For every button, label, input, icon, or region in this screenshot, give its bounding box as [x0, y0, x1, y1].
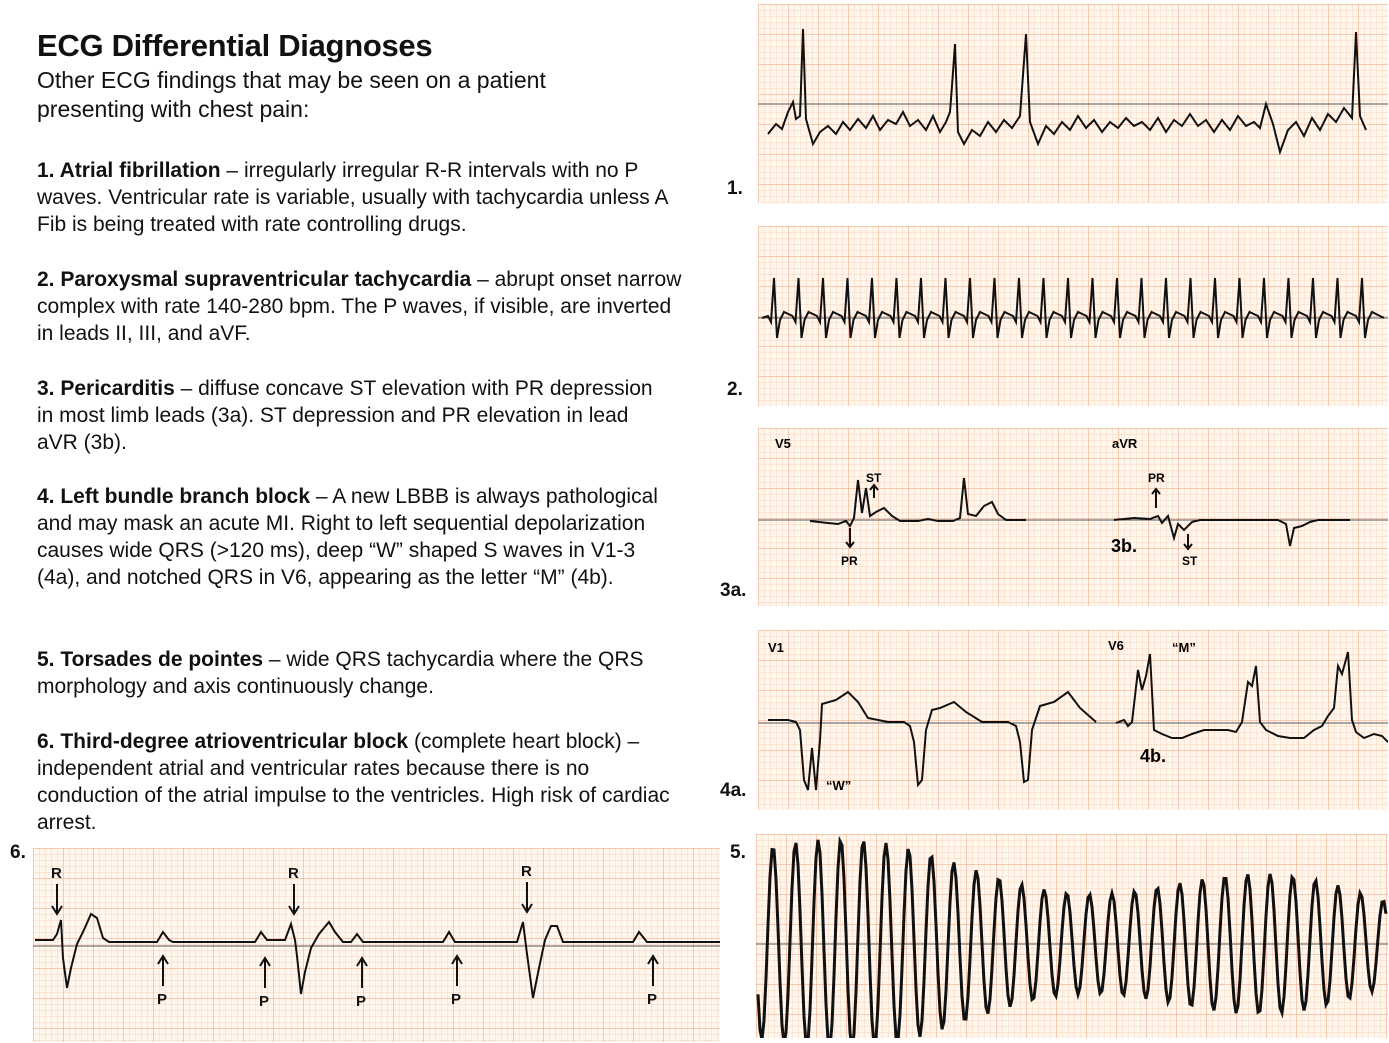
finding-3-desc: diffuse concave ST elevation with PR dep…	[37, 377, 653, 454]
strip-2-number: 2.	[727, 379, 743, 400]
finding-4-label: 4. Left bundle branch block	[37, 485, 311, 508]
finding-5-desc: wide QRS tachycardia where the QRS morph…	[37, 648, 644, 698]
r-label-2: R	[288, 865, 299, 882]
arrow-down-icon	[51, 884, 63, 916]
st-label-v5: ST	[866, 471, 882, 485]
sub-label-4b: 4b.	[1140, 746, 1166, 766]
m-label: “M”	[1172, 640, 1196, 655]
ecg-strip-1-svg	[758, 4, 1388, 203]
strip-3a-number: 3a.	[720, 580, 747, 601]
arrow-down-icon	[521, 882, 533, 914]
finding-2: 2. Paroxysmal supraventricular tachycard…	[37, 268, 682, 345]
grid-bg	[758, 428, 1388, 606]
ecg-strip-5-svg	[756, 834, 1388, 1038]
r-label-3: R	[521, 863, 532, 880]
ecg-strip-2-svg	[758, 226, 1388, 406]
lead-label-v6: V6	[1108, 638, 1124, 653]
finding-6: 6. Third-degree atrioventricular block (…	[37, 728, 687, 836]
arrow-up-icon	[451, 954, 463, 986]
finding-2-desc: abrupt onset narrow complex with rate 14…	[37, 268, 682, 345]
ecg-strip-4: V1 V6 “W” “M” 4b.	[758, 630, 1388, 810]
finding-3-label: 3. Pericarditis	[37, 377, 175, 400]
finding-5-label: 5. Torsades de pointes	[37, 648, 264, 671]
grid-bg	[758, 226, 1388, 406]
ecg-trace	[35, 912, 720, 999]
finding-6-label: 6. Third-degree atrioventricular block	[37, 730, 409, 753]
lead-label-v1: V1	[768, 640, 784, 655]
arrow-down-icon	[288, 884, 300, 916]
finding-1-desc: irregularly irregular R-R intervals with…	[37, 159, 668, 236]
arrow-up-icon	[157, 954, 169, 986]
ecg-strip-5	[756, 834, 1388, 1038]
ecg-trace	[761, 277, 1385, 339]
grid-bg	[758, 630, 1388, 810]
ecg-trace-v6	[1115, 651, 1388, 743]
ecg-strip-3: V5 aVR ST PR PR ST 3b.	[758, 428, 1388, 606]
p-label-1: P	[157, 991, 167, 1008]
ecg-strip-6-svg: R R R P P P P P	[33, 848, 720, 1042]
w-label: “W”	[826, 778, 851, 793]
finding-1: 1. Atrial fibrillation – irregularly irr…	[37, 159, 668, 236]
strip-6-number: 6.	[10, 842, 26, 863]
lead-label-avr: aVR	[1112, 436, 1138, 451]
arrow-up-icon	[647, 954, 659, 986]
arrow-up-icon	[259, 956, 271, 988]
ecg-strip-1	[758, 4, 1388, 203]
page-title: ECG Differential Diagnoses	[37, 28, 433, 63]
strip-5-number: 5.	[730, 842, 746, 863]
finding-6-desc: (complete heart block) – independent atr…	[37, 730, 670, 834]
ecg-trace	[756, 835, 1388, 1038]
ecg-trace-v5	[809, 477, 1026, 528]
lead-label-v5: V5	[775, 436, 791, 451]
strip-1-number: 1.	[727, 178, 743, 199]
arrow-up-icon	[1151, 487, 1161, 508]
ecg-strip-2	[758, 226, 1388, 406]
p-label-3: P	[356, 993, 366, 1010]
finding-4: 4. Left bundle branch block – A new LBBB…	[37, 485, 658, 589]
p-label-2: P	[259, 993, 269, 1010]
ecg-strip-3-svg: V5 aVR ST PR PR ST 3b.	[758, 428, 1388, 606]
ecg-strip-4-svg: V1 V6 “W” “M” 4b.	[758, 630, 1388, 810]
page-subtitle: Other ECG findings that may be seen on a…	[37, 67, 546, 122]
r-label-1: R	[51, 865, 62, 882]
arrow-down-icon	[1183, 534, 1193, 551]
arrow-down-icon	[845, 528, 855, 549]
finding-3: 3. Pericarditis – diffuse concave ST ele…	[37, 377, 653, 454]
strip-4a-number: 4a.	[720, 780, 747, 801]
ecg-trace-v1	[768, 690, 1097, 791]
finding-2-label: 2. Paroxysmal supraventricular tachycard…	[37, 268, 472, 291]
pr-label-v5: PR	[841, 554, 858, 568]
p-label-4: P	[451, 991, 461, 1008]
pr-label-avr: PR	[1148, 471, 1165, 485]
st-label-avr: ST	[1182, 554, 1198, 568]
ecg-trace	[767, 28, 1367, 156]
ecg-trace-avr	[1113, 513, 1350, 547]
p-label-5: P	[647, 991, 657, 1008]
finding-5: 5. Torsades de pointes – wide QRS tachyc…	[37, 648, 644, 698]
ecg-strip-6: R R R P P P P P	[33, 848, 720, 1042]
arrow-up-icon	[356, 956, 368, 988]
finding-1-label: 1. Atrial fibrillation	[37, 159, 221, 182]
arrow-up-icon	[869, 483, 879, 498]
grid-bg	[33, 848, 720, 1042]
finding-4-desc: A new LBBB is always pathological and ma…	[37, 485, 658, 589]
sub-label-3b: 3b.	[1111, 536, 1137, 556]
